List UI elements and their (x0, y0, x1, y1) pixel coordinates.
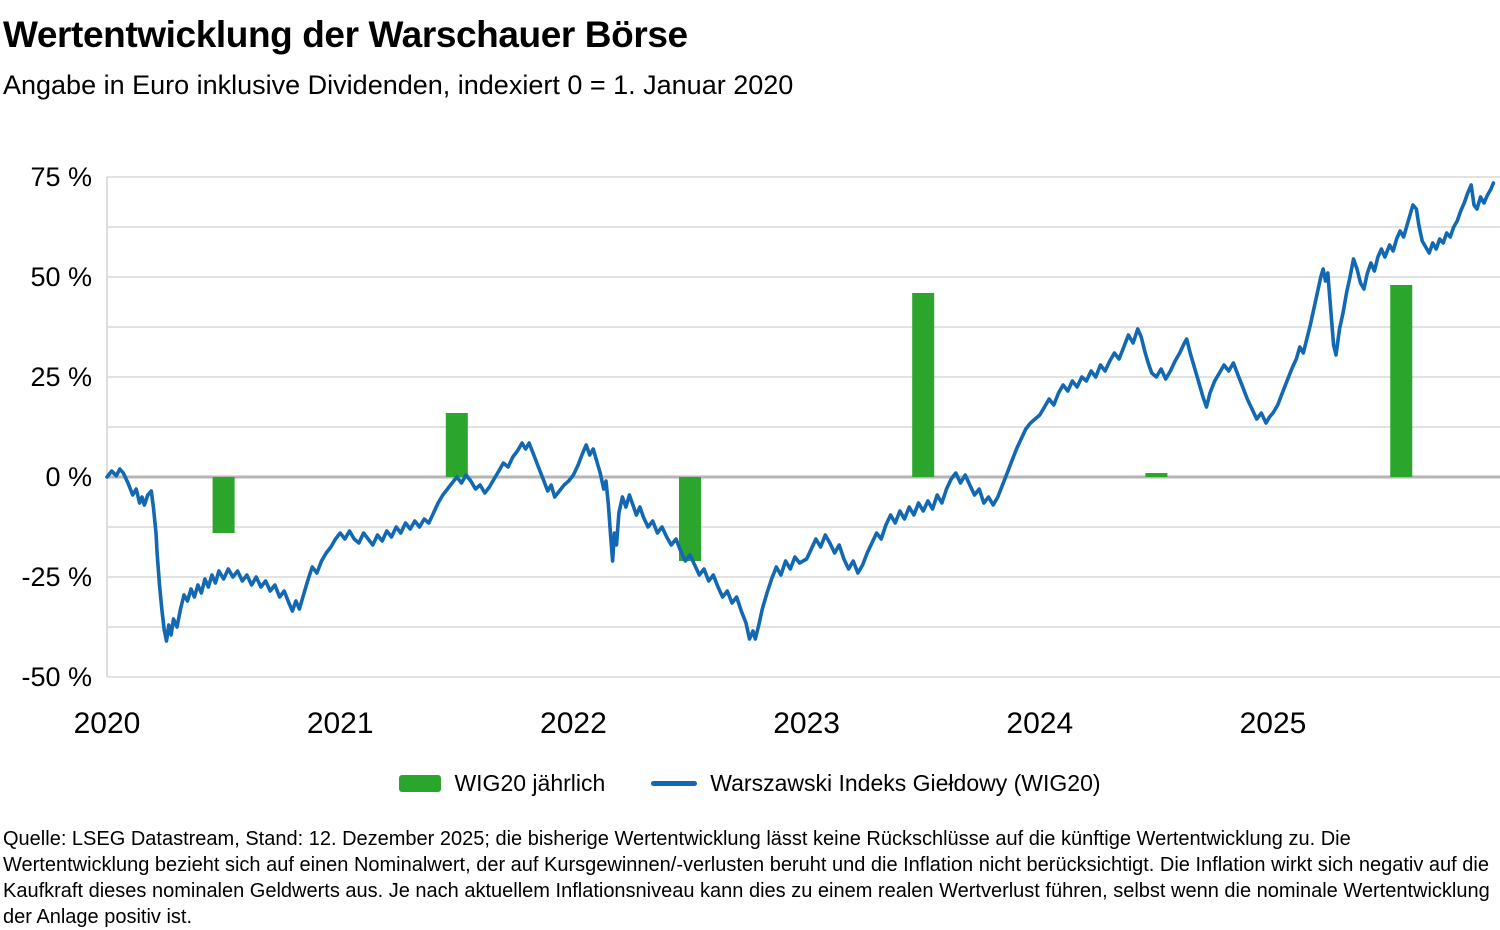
x-axis-label: 2022 (540, 707, 607, 740)
y-axis-label: -25 % (21, 562, 92, 592)
y-axis-label: 25 % (30, 362, 92, 392)
bar-swatch (399, 775, 442, 792)
wig20-yearly-bar-2024 (1145, 473, 1168, 477)
x-axis-label: 2025 (1240, 707, 1307, 740)
source-footnote: Quelle: LSEG Datastream, Stand: 12. Deze… (3, 828, 1490, 928)
x-axis-label: 2021 (307, 707, 374, 740)
y-axis-label: 75 % (30, 162, 92, 192)
chart-legend: WIG20 jährlich Warszawski Indeks Giełdow… (0, 770, 1500, 797)
wig20-yearly-bar-2025 (1390, 285, 1413, 477)
legend-label: Warszawski Indeks Giełdowy (WIG20) (710, 770, 1101, 796)
x-axis-label: 2024 (1006, 707, 1073, 740)
wig20-performance-chart: 75 % 50 % 25 % 0 % -25 % -50 % 2020 2021 2022 202… (21, 162, 1500, 740)
wig20-yearly-bar-2020 (212, 477, 235, 533)
legend-item-wig20-yearly: WIG20 jährlich (399, 770, 605, 797)
page-title: Wertentwicklung der Warschauer Börse (3, 14, 688, 55)
wig20-yearly-bar-2021 (445, 413, 468, 477)
y-axis-label: 50 % (30, 262, 92, 292)
legend-label: WIG20 jährlich (454, 770, 606, 796)
line-swatch (651, 781, 698, 786)
wig20-index-line (105, 181, 1496, 643)
wig20-yearly-bar-2023 (912, 293, 935, 477)
x-axis-label: 2020 (74, 707, 141, 740)
x-axis-label: 2023 (773, 707, 840, 740)
y-axis-label: 0 % (45, 462, 92, 492)
page-subtitle: Angabe in Euro inklusive Dividenden, ind… (3, 70, 794, 100)
y-axis-label: -50 % (21, 662, 92, 692)
legend-item-wig20-index: Warszawski Indeks Giełdowy (WIG20) (651, 770, 1101, 797)
wig20-yearly-bar-2022 (679, 477, 701, 561)
